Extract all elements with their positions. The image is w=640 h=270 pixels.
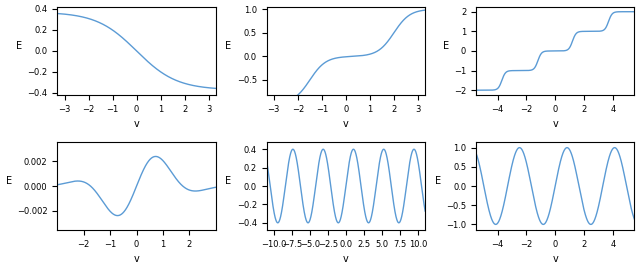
Y-axis label: E: E — [442, 41, 449, 51]
X-axis label: v: v — [343, 254, 349, 264]
X-axis label: v: v — [134, 254, 140, 264]
Y-axis label: E: E — [225, 176, 232, 186]
Y-axis label: E: E — [16, 41, 22, 51]
X-axis label: v: v — [552, 119, 558, 129]
X-axis label: v: v — [552, 254, 558, 264]
Y-axis label: E: E — [6, 176, 12, 186]
X-axis label: v: v — [134, 119, 140, 129]
Y-axis label: E: E — [225, 41, 232, 51]
Y-axis label: E: E — [435, 176, 441, 186]
X-axis label: v: v — [343, 119, 349, 129]
